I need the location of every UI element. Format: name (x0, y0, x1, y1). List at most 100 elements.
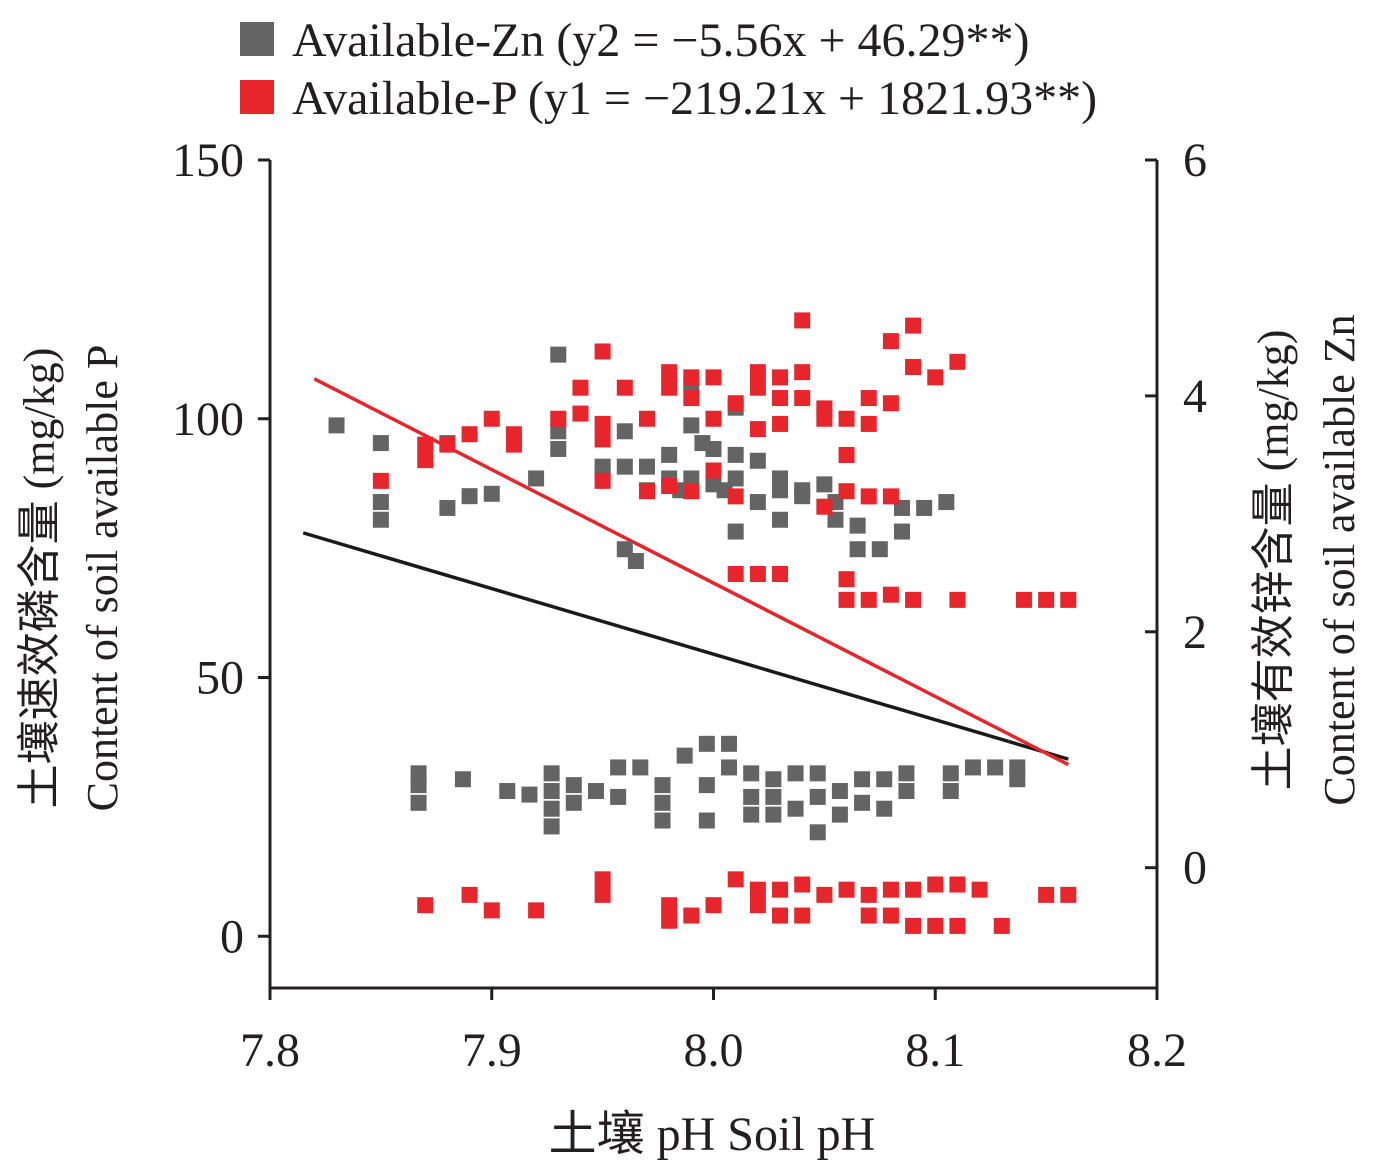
available-zn-point (749, 494, 766, 511)
available-p-point (594, 431, 611, 448)
available-zn-point (410, 794, 427, 811)
available-p-point (727, 566, 744, 582)
available-p-point (882, 488, 899, 505)
available-p-point (816, 498, 833, 515)
x-tick-label: 7.8 (240, 1024, 300, 1077)
available-p-point (882, 333, 899, 350)
available-p-point (860, 488, 877, 505)
available-zn-point (831, 783, 848, 800)
available-zn-point (550, 423, 567, 440)
available-zn-point (727, 523, 744, 540)
available-p-point (882, 586, 899, 603)
available-zn-point (565, 777, 582, 794)
right-tick-label: 2 (1183, 606, 1207, 659)
available-zn-point (765, 771, 782, 788)
available-zn-point (594, 458, 611, 475)
x-tick-label: 8.2 (1127, 1024, 1187, 1077)
available-p-point (927, 917, 944, 934)
available-p-point (505, 436, 522, 453)
right-axis-title-cn: 土壤有效锌含量 (mg/kg) (1249, 330, 1298, 791)
available-p-point (882, 907, 899, 924)
available-zn-point (854, 771, 871, 788)
available-zn-point (372, 435, 389, 452)
available-zn-point (727, 470, 744, 487)
available-p-point (461, 426, 478, 443)
available-zn-point (765, 788, 782, 805)
x-tick-label: 7.9 (462, 1024, 522, 1077)
x-tick-label: 8.1 (905, 1024, 965, 1077)
available-p-point (971, 881, 988, 898)
available-zn-point (772, 482, 789, 499)
available-zn-point (439, 499, 456, 516)
available-p-point (860, 390, 877, 407)
right-tick-label: 4 (1183, 370, 1207, 423)
available-p-point (838, 446, 855, 463)
available-p-point (838, 483, 855, 500)
available-zn-point (616, 458, 633, 475)
available-zn-point (849, 517, 866, 534)
available-p-point (772, 566, 789, 582)
available-zn-point (898, 783, 915, 800)
available-p-legend-label: Available-P (y1 = −219.21x + 1821.93**) (292, 72, 1097, 125)
available-p-point (661, 379, 678, 396)
available-p-point (860, 886, 877, 903)
available-p-point (417, 436, 434, 453)
available-zn-point (627, 553, 644, 570)
available-p-point (949, 876, 966, 893)
available-p-point (860, 415, 877, 432)
available-p-point (772, 907, 789, 924)
available-zn-point (654, 794, 671, 811)
available-p-point (794, 312, 811, 329)
available-zn-point (765, 806, 782, 823)
available-p-point (772, 369, 789, 386)
available-zn-point (543, 765, 560, 782)
available-zn-point (827, 511, 844, 528)
right-tick-label: 6 (1183, 134, 1207, 187)
available-p-point (816, 410, 833, 427)
available-p-point (993, 917, 1010, 934)
available-zn-point (705, 440, 722, 457)
available-zn-point (698, 735, 715, 752)
available-p-point (838, 881, 855, 898)
available-zn-point (543, 783, 560, 800)
available-zn-point (787, 765, 804, 782)
available-p-point (949, 353, 966, 370)
available-zn-point (683, 470, 700, 487)
available-zn-point (565, 794, 582, 811)
available-p-point (860, 907, 877, 924)
available-p-point (905, 359, 922, 375)
available-zn-point (521, 786, 538, 803)
available-zn-point (772, 511, 789, 528)
available-zn-point (483, 485, 500, 502)
available-p-point (638, 410, 655, 427)
available-p-point (838, 410, 855, 427)
available-p-point (439, 436, 456, 453)
available-p-point (816, 886, 833, 903)
available-zn-point (876, 800, 893, 817)
available-p-point (661, 897, 678, 914)
available-p-point (417, 452, 434, 469)
available-zn-point (698, 777, 715, 794)
available-zn-point (743, 765, 760, 782)
available-zn-point (683, 417, 700, 434)
available-p-point (860, 591, 877, 608)
available-zn-point (964, 759, 981, 776)
available-p-point (705, 369, 722, 386)
available-zn-point (372, 511, 389, 528)
left-axis-title-cn: 土壤速效磷含量 (mg/kg) (15, 348, 64, 809)
available-p-point (683, 483, 700, 500)
available-p-point (1060, 591, 1077, 608)
available-p-point (550, 410, 567, 427)
left-tick-label: 0 (220, 910, 244, 963)
available-p-point (749, 421, 766, 438)
available-p-point (594, 415, 611, 432)
available-zn-point (809, 824, 826, 841)
right-tick-label: 0 (1183, 842, 1207, 895)
left-axis-title-en: Content of soil available P (78, 345, 127, 812)
available-p-point (572, 379, 589, 396)
available-zn-point (638, 458, 655, 475)
available-p-point (905, 317, 922, 334)
available-zn-point (938, 494, 955, 511)
available-p-legend-swatch (240, 80, 274, 114)
available-zn-legend-swatch (240, 22, 274, 56)
